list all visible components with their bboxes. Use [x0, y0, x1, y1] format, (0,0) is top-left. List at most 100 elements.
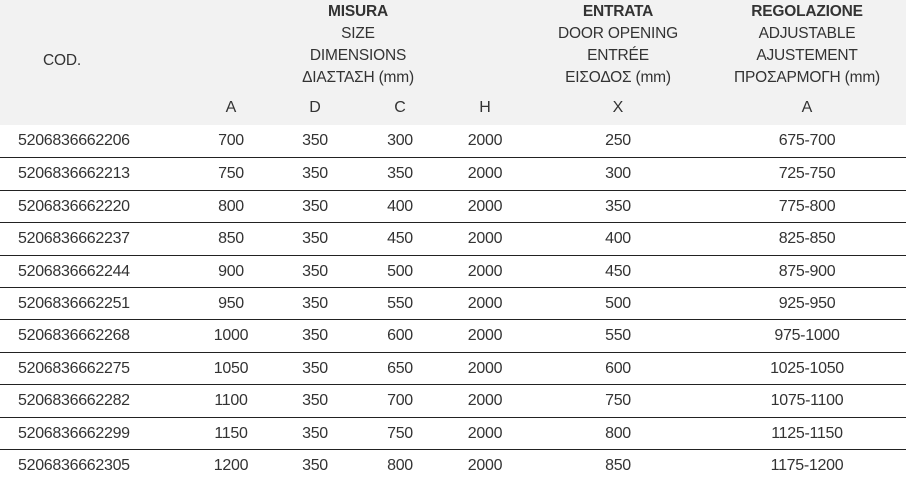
- cell-h: 2000: [467, 359, 503, 377]
- subheader-x: X: [612, 99, 624, 116]
- cell-code: 5206836662282: [18, 392, 130, 410]
- cell-d: 350: [302, 457, 328, 474]
- cell-adjust: 775-800: [778, 197, 836, 215]
- header-door-gr: ΕΙΣΟΔΟΣ (mm): [565, 69, 671, 86]
- cell-code: 5206836662275: [18, 359, 130, 377]
- cell-code: 5206836662268: [18, 327, 130, 345]
- cell-code: 5206836662206: [18, 132, 130, 149]
- header-door-it: ENTRATA: [582, 3, 654, 20]
- cell-adjust: 1075-1100: [770, 392, 844, 410]
- subheader-c: C: [394, 99, 406, 116]
- table-row: 5206836662299 1150 350 750 2000 800 1125-1150: [0, 416, 906, 449]
- cell-a: 700: [218, 132, 244, 149]
- cell-d: 350: [302, 230, 328, 248]
- subheader-d: D: [309, 99, 321, 116]
- cell-x: 600: [605, 359, 631, 377]
- cell-h: 2000: [467, 197, 503, 215]
- cell-c: 700: [387, 392, 413, 410]
- cell-d: 350: [302, 197, 328, 215]
- table-row: 5206836662282 1100 350 700 2000 750 1075-1100: [0, 384, 906, 416]
- cell-a: 850: [218, 230, 244, 248]
- cell-code: 5206836662220: [18, 197, 130, 215]
- cell-a: 950: [218, 295, 244, 312]
- cell-h: 2000: [467, 165, 503, 183]
- cell-a: 1050: [213, 359, 249, 377]
- cell-code: 5206836662213: [18, 165, 130, 183]
- cell-d: 350: [302, 295, 328, 312]
- cell-x: 400: [605, 230, 631, 248]
- table-row: 5206836662305 1200 350 800 2000 850 1175-1200: [0, 449, 906, 481]
- table-row: 5206836662213 750 350 350 2000 300 725-750: [0, 157, 906, 189]
- table-row: 5206836662275 1050 350 650 2000 600 1025-1050: [0, 351, 906, 384]
- cell-x: 250: [605, 132, 631, 149]
- cell-a: 750: [218, 165, 244, 183]
- cell-a: 800: [218, 197, 244, 215]
- header-door-opening: ENTRATA DOOR OPENING ENTRÉE ΕΙΣΟΔΟΣ (mm): [518, 1, 718, 89]
- cell-code: 5206836662251: [18, 295, 130, 312]
- cell-x: 550: [605, 327, 631, 345]
- header-adjust-it: REGOLAZIONE: [751, 3, 863, 20]
- cell-a: 1000: [213, 327, 249, 345]
- cell-h: 2000: [467, 262, 503, 280]
- header-size-en: SIZE: [341, 25, 375, 42]
- header-adjust-en: ADJUSTABLE: [758, 25, 856, 42]
- cell-x: 850: [605, 457, 631, 474]
- header-size-fr: DIMENSIONS: [309, 47, 407, 64]
- cell-d: 350: [302, 132, 328, 149]
- cell-h: 2000: [467, 230, 503, 248]
- cell-c: 600: [387, 327, 413, 345]
- cell-x: 500: [605, 295, 631, 312]
- cell-h: 2000: [467, 392, 503, 410]
- cell-adjust: 925-950: [778, 295, 836, 312]
- cell-d: 350: [302, 392, 328, 410]
- header-size: MISURA SIZE DIMENSIONS ΔΙΑΣΤΑΣΗ (mm): [258, 1, 458, 89]
- table-row: 5206836662268 1000 350 600 2000 550 975-1000: [0, 319, 906, 351]
- header-door-en: DOOR OPENING: [558, 25, 678, 42]
- cell-adjust: 1025-1050: [770, 359, 844, 377]
- cell-c: 750: [387, 424, 413, 442]
- table-header: COD. MISURA SIZE DIMENSIONS ΔΙΑΣΤΑΣΗ (mm…: [0, 0, 906, 125]
- subheader-a: A: [225, 99, 237, 116]
- subheader-adjust-a: A: [801, 99, 813, 116]
- cell-adjust: 975-1000: [774, 327, 840, 345]
- cell-d: 350: [302, 165, 328, 183]
- cell-x: 300: [605, 165, 631, 183]
- cell-a: 900: [218, 262, 244, 280]
- cell-c: 350: [387, 165, 413, 183]
- cell-d: 350: [302, 262, 328, 280]
- cell-c: 300: [387, 132, 413, 149]
- cell-code: 5206836662299: [18, 424, 130, 442]
- table-row: 5206836662206 700 350 300 2000 250 675-700: [0, 125, 906, 157]
- header-size-it: MISURA: [328, 3, 388, 20]
- cell-c: 650: [387, 359, 413, 377]
- cell-code: 5206836662237: [18, 230, 130, 248]
- cell-c: 800: [387, 457, 413, 474]
- cell-adjust: 1125-1150: [771, 424, 843, 442]
- table-row: 5206836662220 800 350 400 2000 350 775-800: [0, 189, 906, 222]
- cell-adjust: 725-750: [778, 165, 836, 183]
- header-adjustable: REGOLAZIONE ADJUSTABLE AJUSTEMENT ΠΡΟΣΑΡ…: [702, 1, 906, 89]
- header-door-fr: ENTRÉE: [587, 47, 649, 64]
- table-row: 5206836662251 950 350 550 2000 500 925-950: [0, 287, 906, 319]
- cell-d: 350: [302, 359, 328, 377]
- cell-h: 2000: [467, 295, 503, 312]
- cell-code: 5206836662244: [18, 262, 130, 280]
- header-adjust-fr: AJUSTEMENT: [756, 47, 858, 64]
- cell-h: 2000: [467, 424, 503, 442]
- cell-c: 550: [387, 295, 413, 312]
- header-size-gr: ΔΙΑΣΤΑΣΗ (mm): [302, 69, 414, 86]
- cell-c: 500: [387, 262, 413, 280]
- cell-h: 2000: [467, 132, 503, 149]
- cell-h: 2000: [467, 457, 503, 474]
- table-row: 5206836662244 900 350 500 2000 450 875-900: [0, 254, 906, 287]
- cell-x: 350: [605, 197, 631, 215]
- header-cod: COD.: [43, 52, 81, 69]
- subheader-h: H: [479, 99, 491, 116]
- cell-a: 1100: [214, 392, 248, 410]
- cell-h: 2000: [467, 327, 503, 345]
- cell-a: 1150: [214, 424, 248, 442]
- cell-adjust: 875-900: [778, 262, 836, 280]
- cell-c: 450: [387, 230, 413, 248]
- cell-c: 400: [387, 197, 413, 215]
- cell-d: 350: [302, 424, 328, 442]
